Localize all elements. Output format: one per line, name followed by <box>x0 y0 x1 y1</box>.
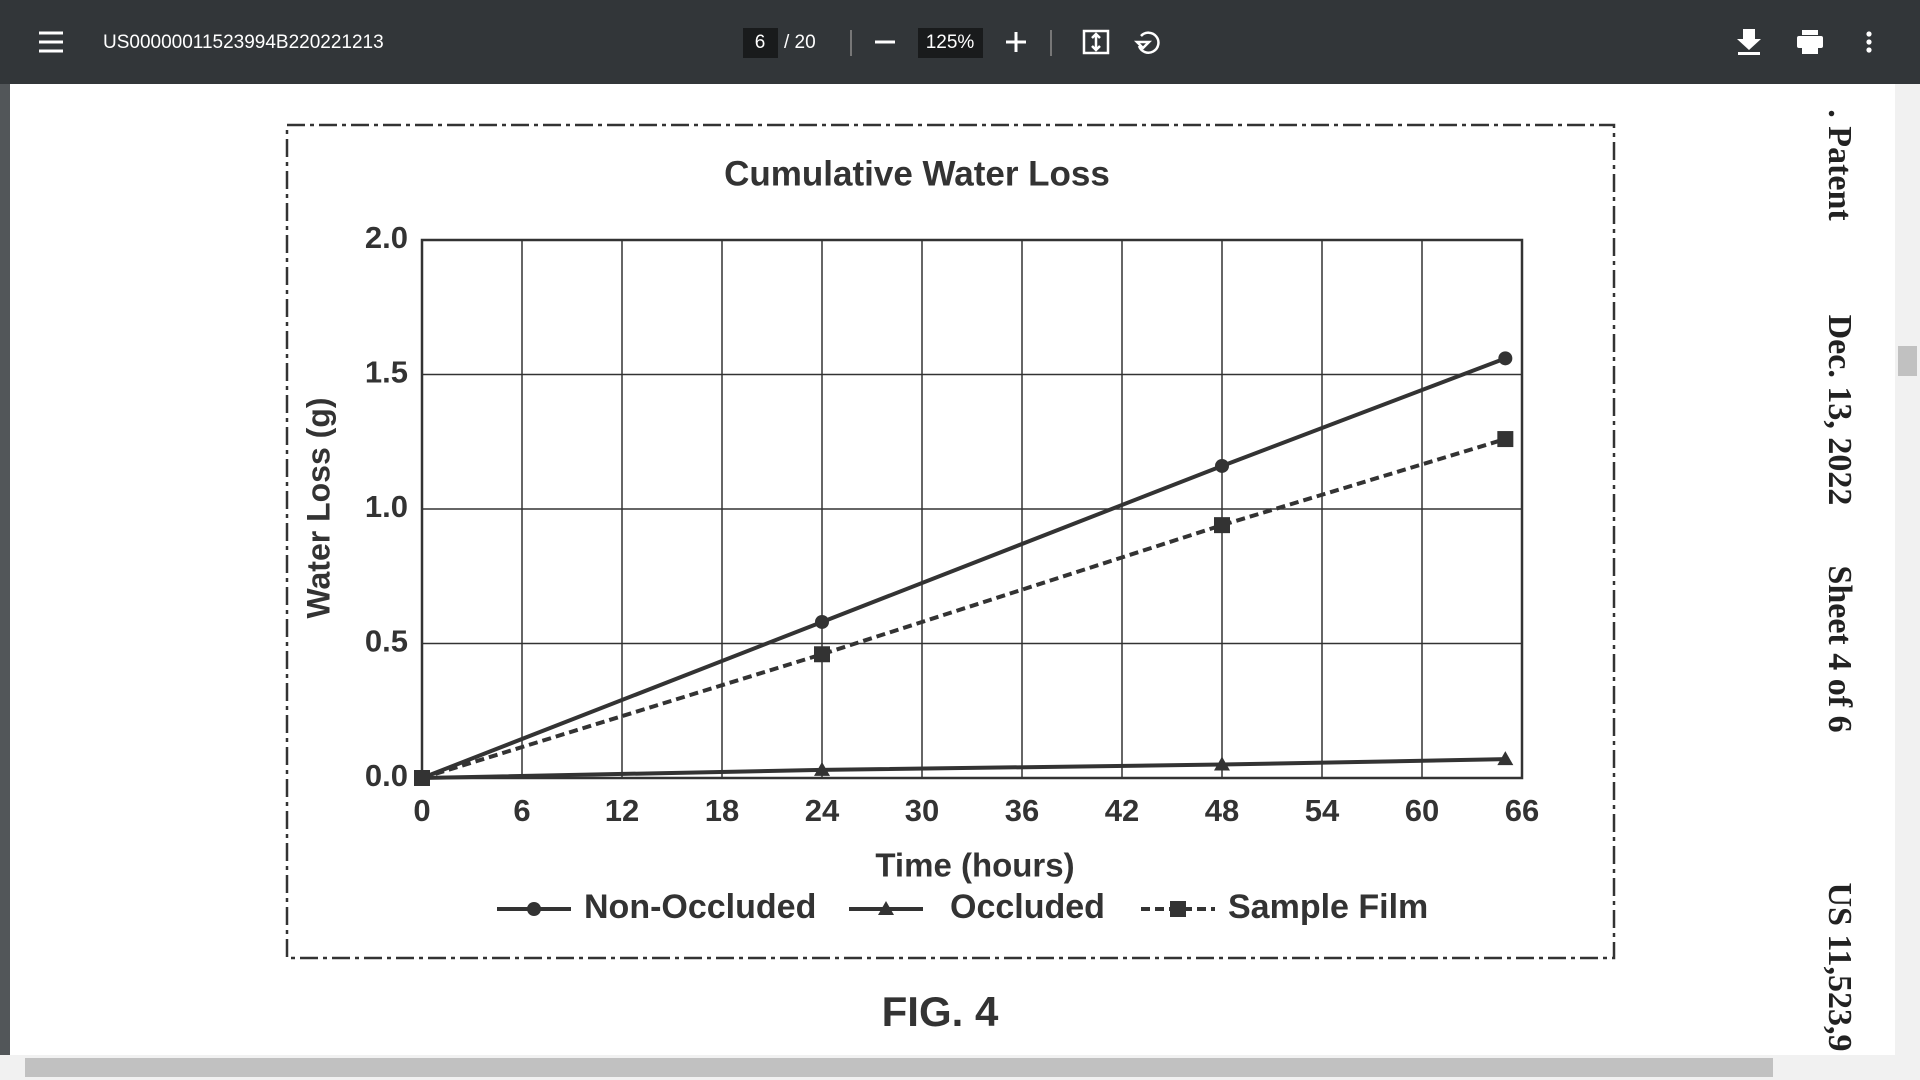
data-point <box>1214 517 1230 534</box>
data-point <box>814 761 830 776</box>
y-tick-label: 0.0 <box>365 758 408 793</box>
legend-label: Non-Occluded <box>584 888 816 926</box>
zoom-input[interactable] <box>918 28 983 58</box>
legend-marker <box>878 901 894 915</box>
x-tick-label: 12 <box>605 793 639 828</box>
x-tick-label: 42 <box>1105 793 1139 828</box>
legend-marker <box>527 902 541 916</box>
y-axis-label: Water Loss (g) <box>300 397 336 618</box>
x-tick-label: 0 <box>413 793 430 828</box>
page-input[interactable] <box>743 28 778 58</box>
data-point <box>414 770 430 786</box>
x-tick-label: 6 <box>513 793 530 828</box>
side-header: Sheet 4 of 6 <box>1821 565 1858 732</box>
series-line <box>421 757 1506 780</box>
y-tick-label: 1.5 <box>365 355 408 390</box>
x-tick-label: 48 <box>1205 793 1239 828</box>
data-point <box>1215 458 1229 473</box>
data-point <box>814 646 830 663</box>
legend-label: Occluded <box>950 888 1105 926</box>
x-tick-label: 24 <box>805 793 840 828</box>
page-number: 6 <box>755 32 766 53</box>
x-tick-label: 66 <box>1505 793 1539 828</box>
x-tick-label: 18 <box>705 793 739 828</box>
data-point <box>1498 351 1513 366</box>
data-point <box>1497 751 1514 766</box>
side-header: . Patent <box>1821 109 1858 221</box>
data-point <box>815 614 829 629</box>
menu-button[interactable] <box>39 31 63 53</box>
legend-marker <box>1170 901 1186 917</box>
data-point <box>1497 431 1514 448</box>
series-line <box>421 437 1506 780</box>
vertical-scrollbar[interactable] <box>1895 84 1920 1055</box>
figure-label: FIG. 4 <box>882 988 999 1035</box>
y-tick-label: 1.0 <box>365 489 408 524</box>
x-tick-label: 60 <box>1405 793 1439 828</box>
x-axis-label: Time (hours) <box>875 847 1074 884</box>
rotate[interactable] <box>1133 31 1160 54</box>
page-count: / 20 <box>784 32 816 53</box>
x-tick-label: 54 <box>1305 793 1340 828</box>
figure-frame <box>285 123 1616 960</box>
legend-label: Sample Film <box>1228 888 1428 926</box>
print[interactable] <box>1797 30 1823 54</box>
series-line <box>421 356 1507 780</box>
file-name: US00000011523994B220221213 <box>103 32 384 53</box>
side-header: US 11,523,9 <box>1821 882 1858 1051</box>
y-tick-label: 2.0 <box>365 220 408 255</box>
scroll-thumb[interactable] <box>1898 346 1917 376</box>
y-tick-label: 0.5 <box>365 624 408 659</box>
plot-area <box>420 238 1524 780</box>
zoom-in[interactable] <box>1006 32 1026 52</box>
x-tick-label: 30 <box>905 793 939 828</box>
x-tick-label: 36 <box>1005 793 1039 828</box>
download[interactable] <box>1737 29 1761 55</box>
chart-title: Cumulative Water Loss <box>724 154 1110 193</box>
side-header: Dec. 13, 2022 <box>1821 315 1858 506</box>
fit-page[interactable] <box>1082 29 1110 55</box>
more-options[interactable] <box>1866 31 1872 53</box>
scroll-thumb[interactable] <box>25 1058 1773 1077</box>
zoom-value: 125% <box>926 32 975 53</box>
data-point <box>1214 756 1230 771</box>
